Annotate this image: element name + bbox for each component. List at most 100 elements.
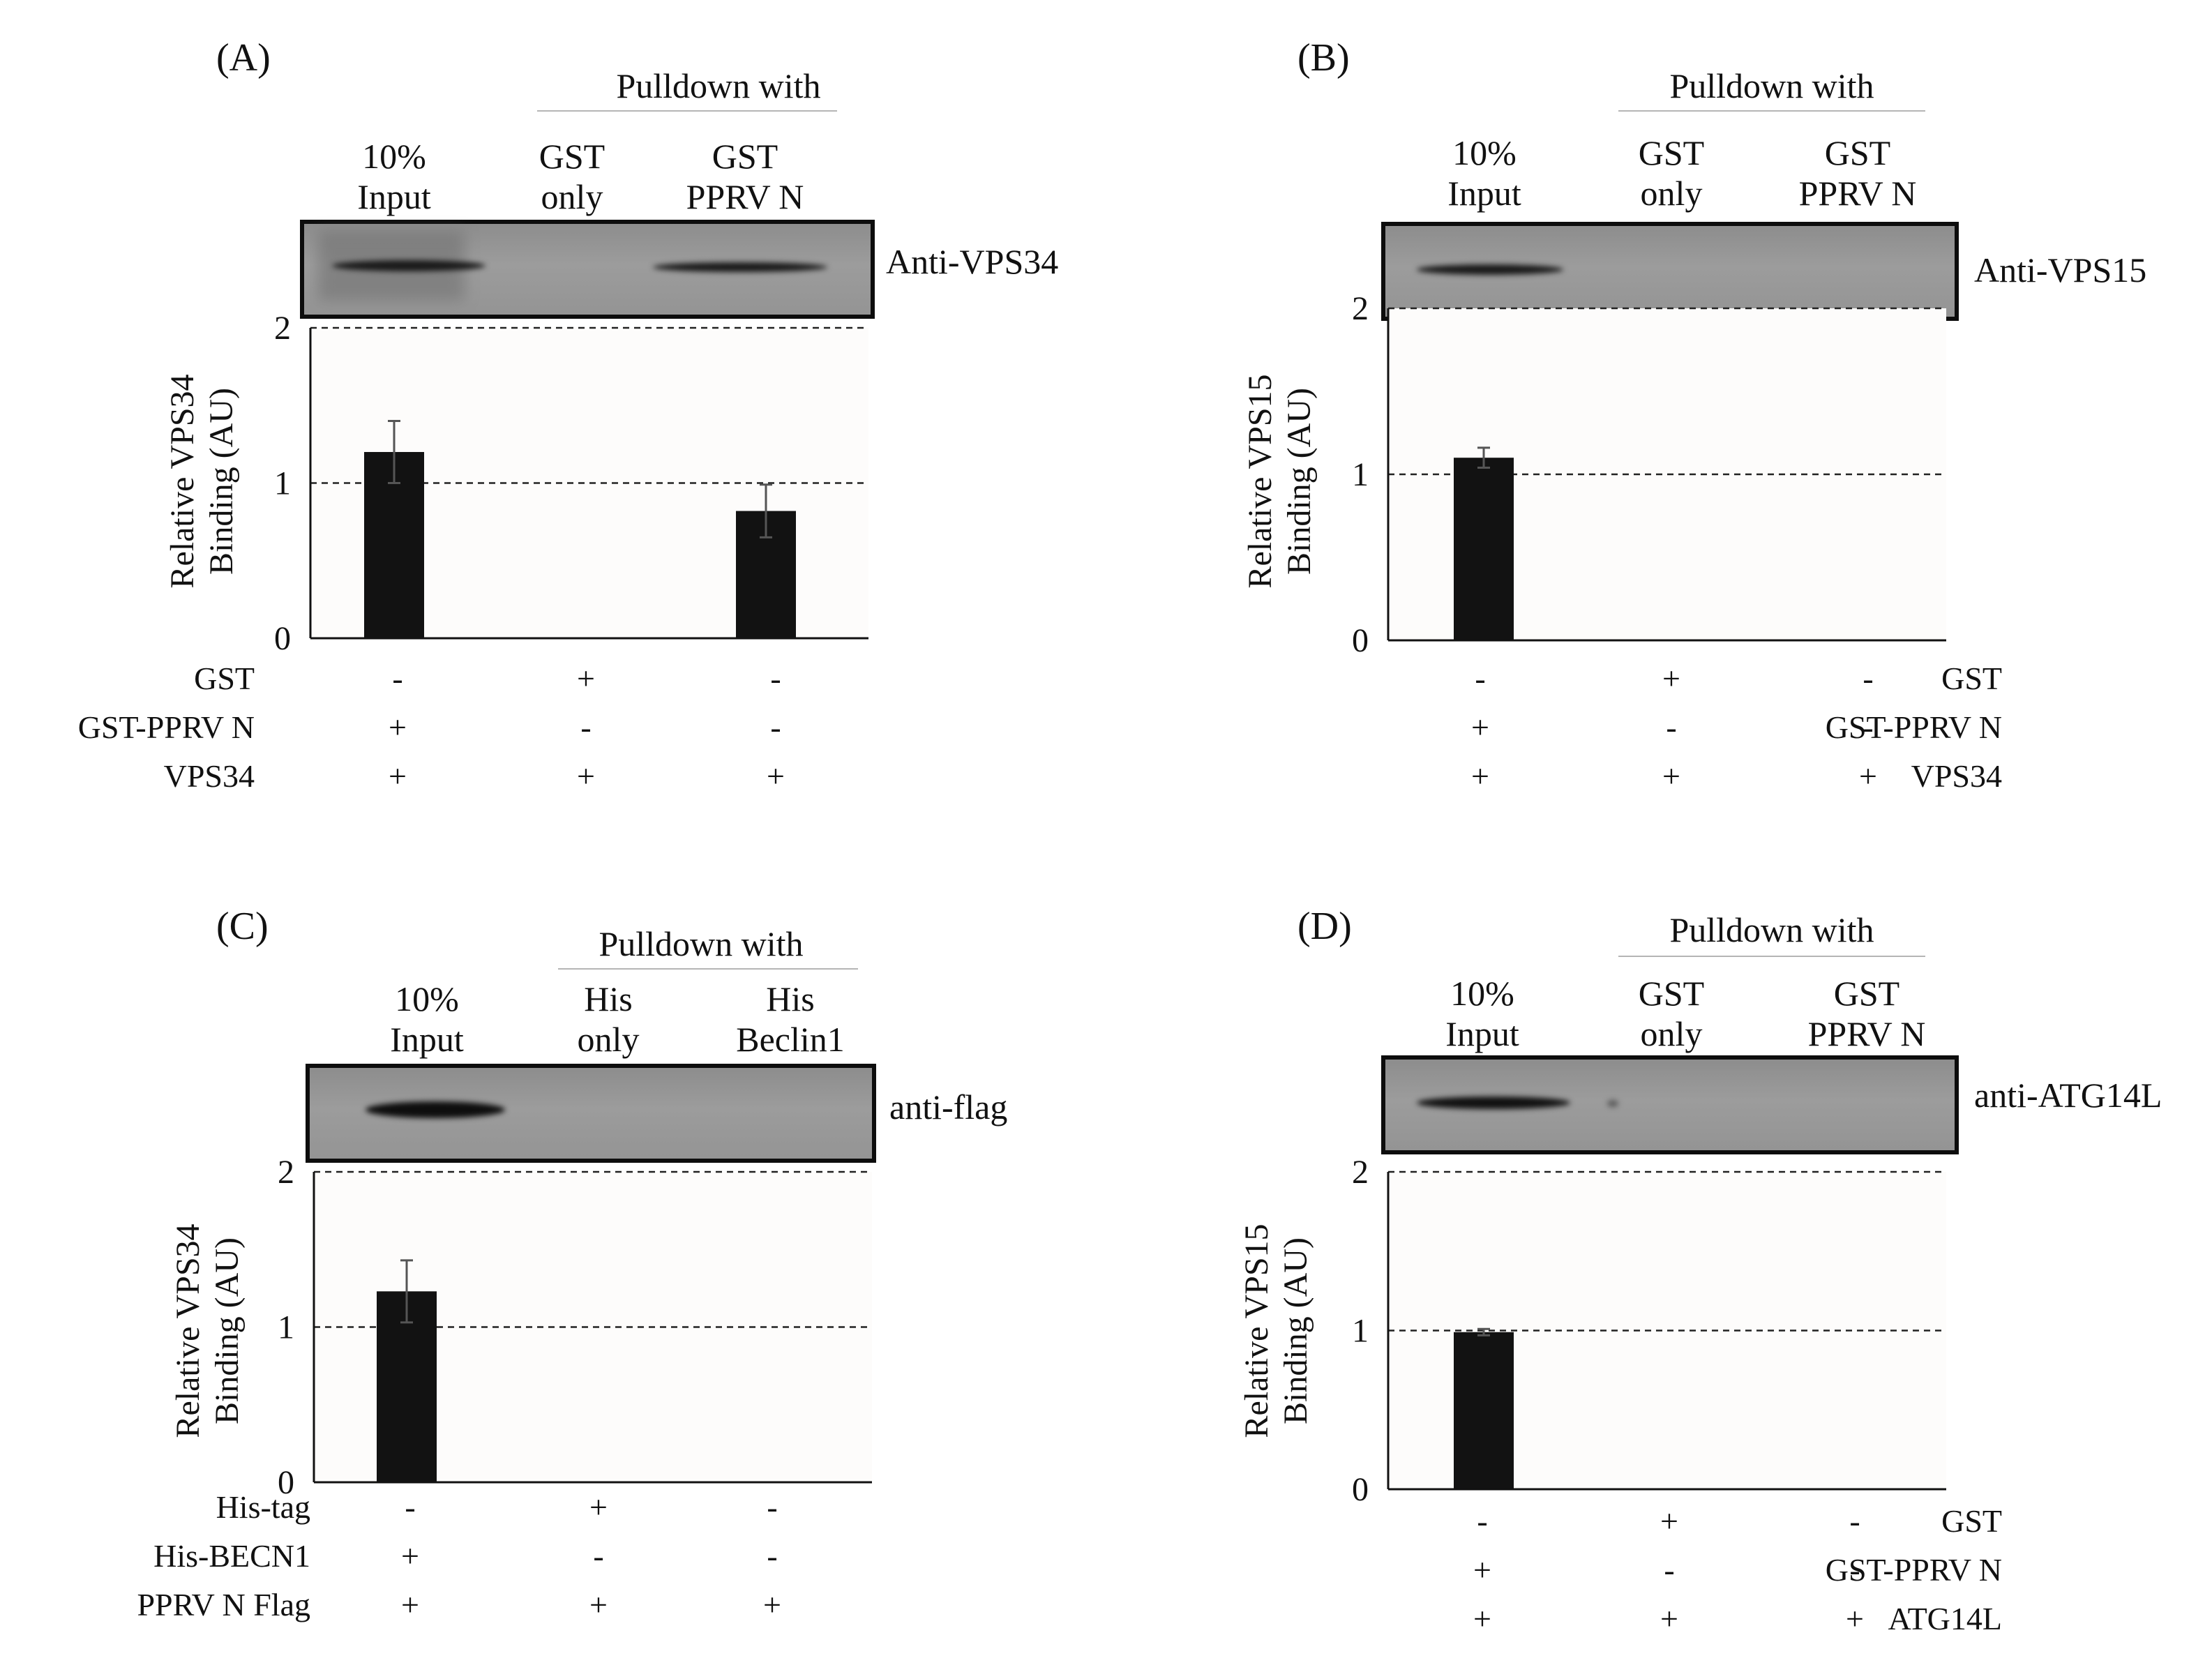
chart-content: 0 1 2 (1352, 290, 1946, 659)
sign: - (770, 661, 781, 696)
condition-label: PPRV N Flag (137, 1587, 310, 1622)
bar (1454, 1332, 1514, 1489)
protein-band (653, 262, 827, 272)
pulldown-header: Pulldown with (1669, 910, 1874, 949)
y-tick-label: 1 (1352, 1313, 1369, 1350)
bar (1454, 458, 1514, 640)
sign: - (1849, 1552, 1860, 1588)
lane-label: GST PPRV N (1807, 974, 1926, 1053)
panel-b: (B) Pulldown with 10% Input GST only GST PP… (1088, 0, 2176, 823)
condition-label: His-BECN1 (153, 1538, 310, 1574)
pulldown-header: Pulldown with (599, 924, 804, 963)
pulldown-rule (1618, 110, 1925, 112)
bar-chart: 0 1 2 (1352, 1154, 1946, 1508)
sign: + (401, 1538, 419, 1574)
lane-label: GST only (1638, 133, 1705, 213)
condition-label: GST-PPRV N (77, 709, 255, 745)
y-tick-label: 2 (278, 1154, 294, 1191)
sign: + (389, 758, 407, 794)
y-axis-label: Relative VPS34 Binding (AU) (170, 1223, 246, 1438)
condition-label: GST (1941, 661, 2002, 696)
sign: - (1849, 1503, 1860, 1539)
chart-content: 0 1 2 (274, 310, 868, 657)
y-axis-label: Relative VPS15 Binding (AU) (1242, 374, 1318, 589)
y-tick-label: 0 (1352, 1471, 1369, 1508)
sign: - (770, 709, 781, 745)
pulldown-rule (1618, 956, 1925, 957)
sign: - (1863, 661, 1874, 696)
antibody-label: Anti-VPS15 (1974, 250, 2147, 289)
lane-label: GST PPRV N (1798, 133, 1917, 213)
lane-label: GST only (1638, 974, 1705, 1053)
lane-label: 10% Input (357, 137, 431, 216)
lane-label: His only (577, 979, 640, 1059)
sign: + (577, 758, 595, 794)
pulldown-header: Pulldown with (1669, 66, 1874, 105)
chart-content: 0 1 2 (1352, 1154, 1946, 1508)
sign: - (767, 1538, 778, 1574)
antibody-label: anti-flag (889, 1087, 1008, 1127)
sign: + (1660, 1601, 1678, 1636)
panel-letter: (B) (1297, 36, 1350, 80)
sign: + (577, 661, 595, 696)
western-blot (1381, 1055, 1959, 1154)
condition-label: GST (1941, 1503, 2002, 1539)
bar-chart: 0 1 2 (274, 310, 868, 657)
panel-d: (D) Pulldown with 10% Input GST only GST PP… (1088, 837, 2176, 1660)
sign: + (1473, 1552, 1491, 1588)
condition-label: GST (194, 661, 255, 696)
sign: - (405, 1489, 416, 1525)
bar-chart: 0 1 2 (1352, 290, 1946, 659)
sign: + (1471, 709, 1489, 745)
lane-label: GST only (539, 137, 605, 216)
sign: + (1473, 1601, 1491, 1636)
y-tick-label: 2 (274, 310, 291, 347)
y-tick-label: 1 (278, 1309, 294, 1346)
lane-label: 10% Input (390, 979, 464, 1059)
protein-band (332, 260, 486, 271)
y-tick-label: 1 (274, 465, 291, 502)
y-tick-label: 2 (1352, 1154, 1369, 1191)
sign: - (1666, 709, 1677, 745)
chart-content: 0 1 2 (278, 1154, 872, 1501)
sign: - (580, 709, 592, 745)
y-tick-label: 1 (1352, 456, 1369, 493)
sign: + (1471, 758, 1489, 794)
lane-label: 10% Input (1445, 974, 1519, 1053)
sign: - (593, 1538, 604, 1574)
y-axis-label: Relative VPS34 Binding (AU) (164, 374, 240, 589)
pulldown-rule (537, 110, 837, 112)
panel-letter: (D) (1297, 905, 1352, 948)
panel-a: (A) Pulldown with 10% Input GST only GST PP… (0, 0, 1088, 823)
sign: - (1475, 661, 1486, 696)
protein-band (1607, 1100, 1618, 1107)
sign: + (389, 709, 407, 745)
lane-label: GST PPRV N (686, 137, 804, 216)
sign: + (767, 758, 785, 794)
sign: + (401, 1587, 419, 1622)
condition-label: His-tag (216, 1489, 310, 1525)
sign: - (1477, 1503, 1488, 1539)
sign: + (1859, 758, 1877, 794)
bar-chart: 0 1 2 (278, 1154, 872, 1501)
y-tick-label: 0 (274, 620, 291, 657)
western-blot (306, 1064, 876, 1163)
antibody-label: anti-ATG14L (1974, 1076, 2162, 1115)
panel-letter: (C) (216, 905, 269, 948)
lane-label: 10% Input (1447, 133, 1521, 213)
sign: + (1660, 1503, 1678, 1539)
sign: + (589, 1489, 608, 1525)
protein-band (1417, 264, 1563, 275)
sign: - (1863, 709, 1874, 745)
condition-label: VPS34 (163, 758, 255, 794)
protein-band (366, 1101, 505, 1118)
y-tick-label: 0 (1352, 622, 1369, 659)
sign: + (1846, 1601, 1864, 1636)
condition-label: GST-PPRV N (1825, 709, 2002, 745)
pulldown-header: Pulldown with (616, 66, 821, 105)
sign: + (1662, 758, 1680, 794)
y-tick-label: 2 (1352, 290, 1369, 327)
condition-label: ATG14L (1888, 1601, 2002, 1636)
western-blot (300, 220, 875, 319)
lane-label: His Beclin1 (736, 979, 845, 1059)
